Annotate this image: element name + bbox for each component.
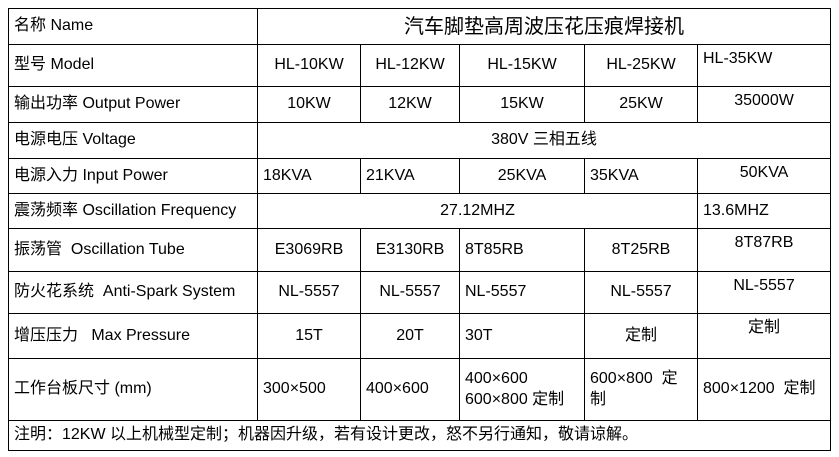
- spec-value-cell: 21KVA: [360, 158, 460, 194]
- table-row: 工作台板尺寸 (mm) 300×500 400×600 400×600 600×800 …: [8, 358, 832, 421]
- spec-value-cell: HL-35KW: [696, 44, 832, 87]
- spec-value-cell: E3069RB: [257, 228, 361, 272]
- spec-value-cell: 30T: [459, 313, 585, 359]
- spec-value-cell: NL-5557: [584, 271, 698, 314]
- spec-value-cell: E3130RB: [360, 228, 460, 272]
- row-label-cell: 震荡频率 Oscillation Frequency: [8, 193, 258, 229]
- spec-value-cell: 8T85RB: [459, 228, 585, 272]
- spec-value-cell: 27.12MHZ: [257, 193, 698, 229]
- spec-value-cell: NL-5557: [257, 271, 361, 314]
- spec-value-cell: HL-10KW: [257, 44, 361, 87]
- table-row: 震荡频率 Oscillation Frequency 27.12MHZ 13.6MH…: [8, 193, 832, 229]
- table-title-cell: 汽车脚垫高周波压花压痕焊接机: [256, 8, 832, 45]
- table-row: 防火花系统 Anti-Spark System NL-5557 NL-5557 NL-…: [8, 271, 832, 314]
- table-row: 注明：12KW 以上机械型定制；机器因升级，若有设计更改，怒不另行通知，敬请谅解…: [7, 420, 832, 451]
- table-row: 电源电压 Voltage 380V 三相五线: [8, 122, 832, 159]
- cell-line: 600×800 定制: [465, 390, 565, 408]
- spec-value-cell: 50KVA: [696, 158, 832, 194]
- spec-value-cell: 380V 三相五线: [256, 122, 832, 159]
- spec-value-cell: NL-5557: [459, 271, 585, 314]
- spec-value-cell: 15KW: [459, 86, 585, 123]
- row-label-cell: 电源电压 Voltage: [8, 122, 258, 159]
- spec-value-cell: 400×600: [360, 358, 460, 421]
- spec-value-cell: 25KW: [584, 86, 698, 123]
- row-label-cell: 输出功率 Output Power: [8, 86, 258, 123]
- table-row: 名称 Name 汽车脚垫高周波压花压痕焊接机: [8, 8, 832, 45]
- table-row: 振荡管 Oscillation Tube E3069RB E3130RB 8T85RB…: [8, 228, 832, 272]
- spec-value-cell: 400×600 600×800 定制: [459, 358, 585, 421]
- spec-value-cell: 10KW: [257, 86, 361, 123]
- row-label-cell: 防火花系统 Anti-Spark System: [8, 271, 258, 314]
- spec-value-cell: 12KW: [360, 86, 460, 123]
- spec-value-cell: 定制: [696, 313, 832, 359]
- spec-value-cell: 35000W: [696, 86, 832, 123]
- table-row: 电源入力 Input Power 18KVA 21KVA 25KVA 35KVA 50KV…: [8, 158, 832, 194]
- spec-value-cell: 800×1200 定制: [696, 358, 832, 421]
- spec-value-cell: NL-5557: [360, 271, 460, 314]
- spec-value-cell: 定制: [584, 313, 698, 359]
- note-cell: 注明：12KW 以上机械型定制；机器因升级，若有设计更改，怒不另行通知，敬请谅解…: [7, 420, 832, 451]
- spec-table: 名称 Name 汽车脚垫高周波压花压痕焊接机 型号 Model HL-10KW HL-1…: [7, 8, 832, 451]
- row-label-cell: 电源入力 Input Power: [8, 158, 258, 194]
- spec-value-cell: 8T25RB: [584, 228, 698, 272]
- spec-value-cell: 8T87RB: [696, 228, 832, 272]
- table-row: 型号 Model HL-10KW HL-12KW HL-15KW HL-25KW HL-3…: [8, 44, 832, 87]
- spec-value-cell: 20T: [360, 313, 460, 359]
- spec-value-cell: 300×500: [257, 358, 361, 421]
- spec-value-cell: 13.6MHZ: [696, 193, 832, 229]
- row-label-cell: 型号 Model: [8, 44, 258, 87]
- spec-value-cell: 600×800 定制: [584, 358, 698, 421]
- spec-value-cell: HL-12KW: [360, 44, 460, 87]
- table-row: 增压压力 Max Pressure 15T 20T 30T 定制 定制: [8, 313, 832, 359]
- spec-value-cell: 25KVA: [459, 158, 585, 194]
- spec-value-cell: 18KVA: [257, 158, 361, 194]
- row-label-cell: 增压压力 Max Pressure: [8, 313, 258, 359]
- row-label-cell: 工作台板尺寸 (mm): [8, 358, 258, 421]
- spec-value-cell: 35KVA: [584, 158, 698, 194]
- spec-value-cell: NL-5557: [696, 271, 832, 314]
- spec-value-cell: 15T: [257, 313, 361, 359]
- spec-table-body: 名称 Name 汽车脚垫高周波压花压痕焊接机 型号 Model HL-10KW HL-1…: [7, 8, 832, 451]
- table-row: 输出功率 Output Power 10KW 12KW 15KW 25KW 35000W: [8, 86, 832, 123]
- spec-value-cell: HL-25KW: [584, 44, 698, 87]
- row-label-cell: 名称 Name: [8, 8, 258, 45]
- spec-value-cell: HL-15KW: [459, 44, 585, 87]
- row-label-cell: 振荡管 Oscillation Tube: [8, 228, 258, 272]
- cell-line: 400×600: [465, 369, 528, 387]
